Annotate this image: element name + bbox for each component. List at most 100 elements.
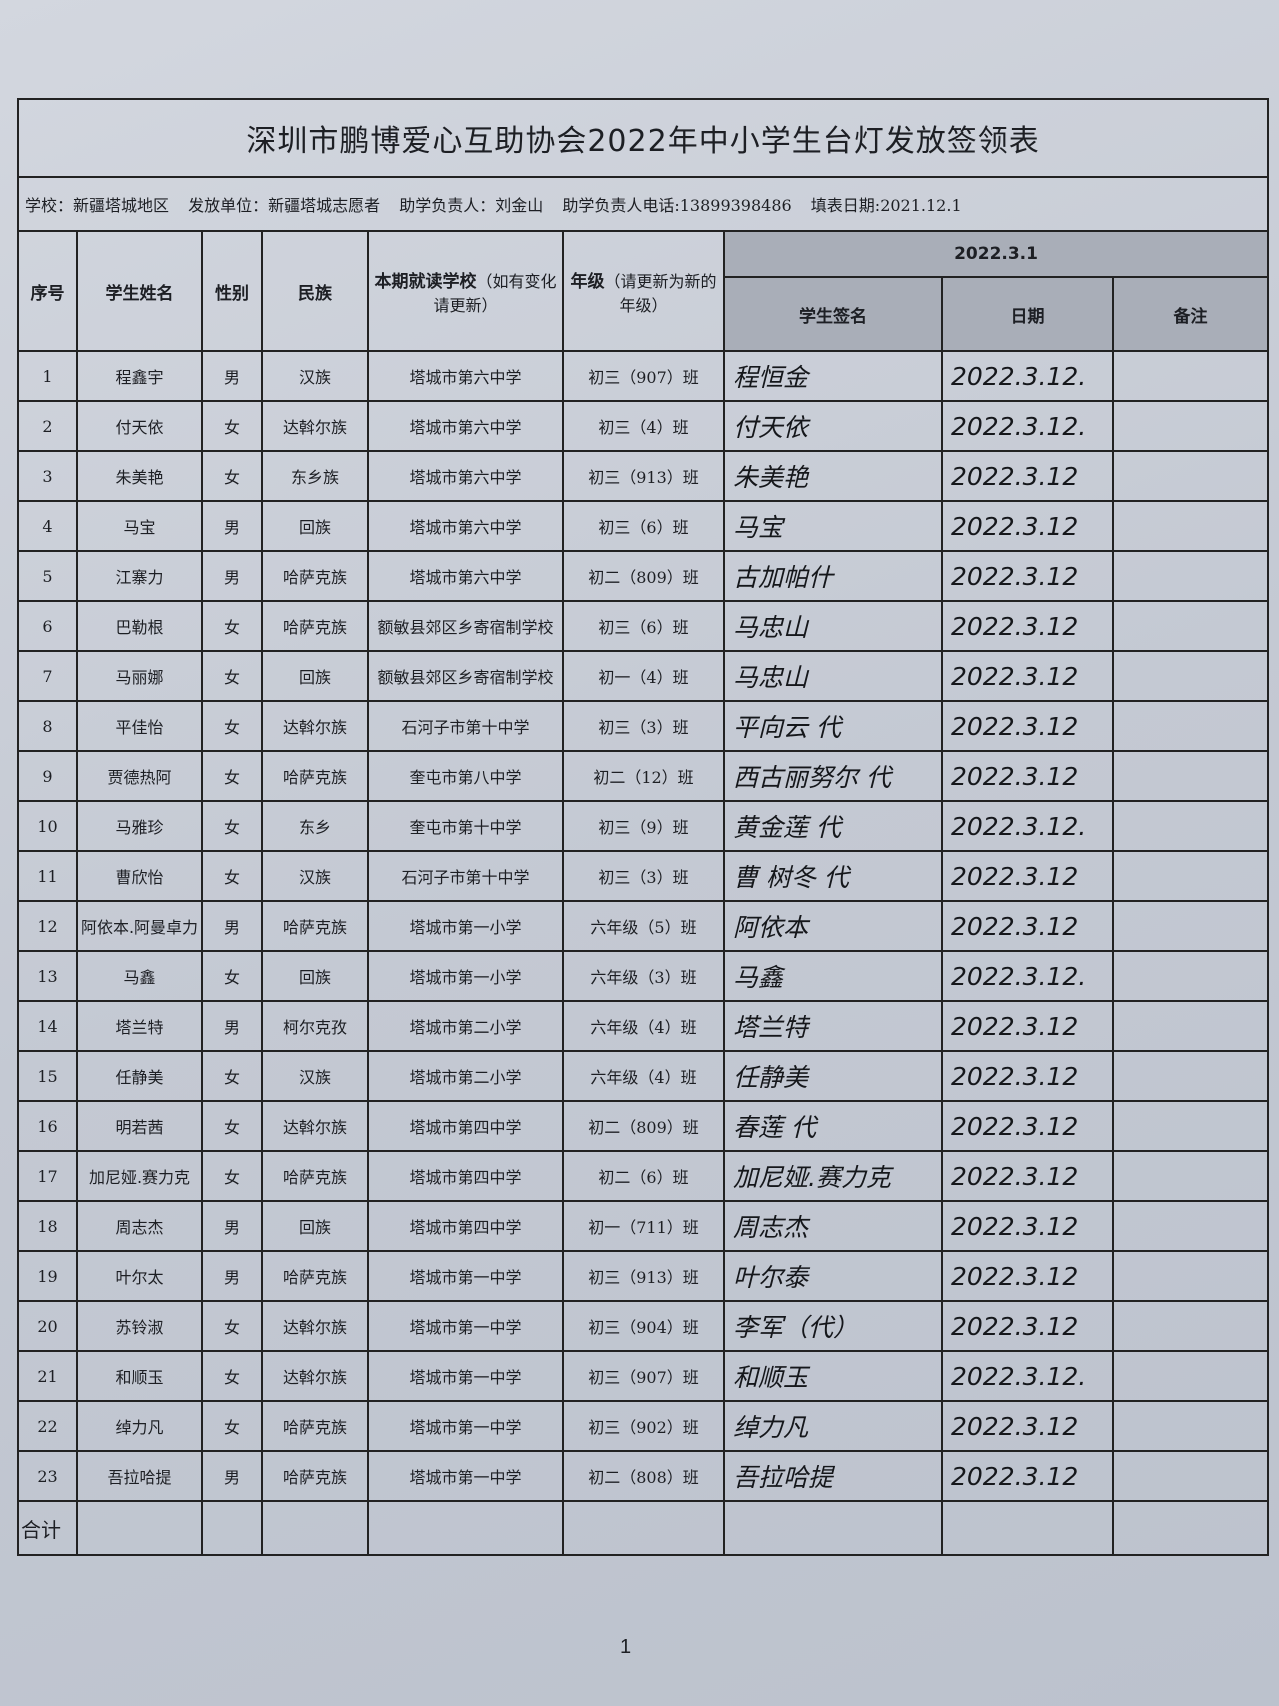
student-signature: 春莲 代 [723, 1100, 943, 1152]
ethnicity: 哈萨克族 [261, 1150, 369, 1202]
remark [1111, 600, 1270, 652]
sign-date: 2022.3.12. [941, 1350, 1114, 1402]
page-number: 1 [620, 1636, 632, 1658]
school: 塔城市第一小学 [367, 900, 564, 952]
student-signature: 叶尔泰 [723, 1250, 943, 1302]
header-ethnicity: 民族 [261, 230, 369, 352]
student-name: 吾拉哈提 [76, 1450, 203, 1502]
total-cell [1111, 1500, 1270, 1556]
row-number: 11 [17, 850, 78, 902]
grade: 初三（913）班 [562, 1250, 725, 1302]
student-name: 曹欣怡 [76, 850, 203, 902]
row-number: 10 [17, 800, 78, 852]
row-number: 14 [17, 1000, 78, 1052]
total-label: 合计 [17, 1500, 78, 1556]
total-cell [76, 1500, 203, 1556]
sign-date: 2022.3.12 [941, 600, 1114, 652]
student-signature: 付天依 [723, 400, 943, 452]
student-signature: 和顺玉 [723, 1350, 943, 1402]
school: 奎屯市第八中学 [367, 750, 564, 802]
school: 塔城市第一中学 [367, 1250, 564, 1302]
student-name: 马鑫 [76, 950, 203, 1002]
header-grade-label: 年级 [570, 271, 605, 292]
student-name: 绰力凡 [76, 1400, 203, 1452]
sign-date: 2022.3.12 [941, 500, 1114, 552]
header-no: 序号 [17, 230, 78, 352]
remark [1111, 1200, 1270, 1252]
student-signature: 阿依本 [723, 900, 943, 952]
student-signature: 马宝 [723, 500, 943, 552]
total-cell [941, 1500, 1114, 1556]
header-school-label: 本期就读学校 [374, 271, 477, 292]
header-date: 日期 [941, 276, 1114, 352]
remark [1111, 1250, 1270, 1302]
student-signature: 平向云 代 [723, 700, 943, 752]
gender: 女 [201, 400, 263, 452]
row-number: 18 [17, 1200, 78, 1252]
student-name: 江寨力 [76, 550, 203, 602]
table-row: 20 苏铃淑女达斡尔族 塔城市第一中学 初三（904）班 李军（代） 2022.3.12 [17, 1300, 1270, 1352]
sign-date: 2022.3.12. [941, 400, 1114, 452]
gender: 男 [201, 900, 263, 952]
grade: 初二（12）班 [562, 750, 725, 802]
distribution-table: 深圳市鹏博爱心互助协会2022年中小学生台灯发放签领表 学校：新疆塔城地区 发放… [16, 98, 1270, 1556]
grade: 初三（9）班 [562, 800, 725, 852]
gender: 男 [201, 350, 263, 402]
row-number: 12 [17, 900, 78, 952]
ethnicity: 哈萨克族 [261, 1400, 369, 1452]
table-row: 7 马丽娜女回族 额敏县郊区乡寄宿制学校 初一（4）班 马忠山 2022.3.12 [17, 650, 1270, 702]
remark [1111, 950, 1270, 1002]
row-number: 4 [17, 500, 78, 552]
row-number: 1 [17, 350, 78, 402]
row-number: 2 [17, 400, 78, 452]
row-number: 5 [17, 550, 78, 602]
sign-date: 2022.3.12 [941, 1150, 1114, 1202]
row-number: 15 [17, 1050, 78, 1102]
student-name: 明若茜 [76, 1100, 203, 1152]
remark [1111, 400, 1270, 452]
header-grade: 年级（请更新为新的年级） [562, 230, 725, 352]
remark [1111, 1100, 1270, 1152]
ethnicity: 汉族 [261, 850, 369, 902]
info-line: 学校：新疆塔城地区 发放单位：新疆塔城志愿者 助学负责人：刘金山 助学负责人电话… [16, 176, 1270, 232]
grade: 初二（809）班 [562, 550, 725, 602]
table-row: 22 绰力凡女哈萨克族 塔城市第一中学 初三（902）班 绰力凡 2022.3.12 [17, 1400, 1270, 1452]
sign-date: 2022.3.12 [941, 1000, 1114, 1052]
sign-date: 2022.3.12 [941, 1200, 1114, 1252]
row-number: 7 [17, 650, 78, 702]
row-number: 9 [17, 750, 78, 802]
gender: 女 [201, 600, 263, 652]
grade: 初三（3）班 [562, 700, 725, 752]
phone-info: 助学负责人电话:13899398486 [562, 196, 792, 215]
school: 塔城市第四中学 [367, 1200, 564, 1252]
student-signature: 任静美 [723, 1050, 943, 1102]
ethnicity: 哈萨克族 [261, 900, 369, 952]
table-row: 17 加尼娅.赛力克女哈萨克族 塔城市第四中学 初二（6）班 加尼娅.赛力克 2022.3… [17, 1150, 1270, 1202]
student-signature: 加尼娅.赛力克 [723, 1150, 943, 1202]
student-signature: 塔兰特 [723, 1000, 943, 1052]
total-cell [261, 1500, 369, 1556]
student-name: 塔兰特 [76, 1000, 203, 1052]
grade: 初三（913）班 [562, 450, 725, 502]
row-number: 16 [17, 1100, 78, 1152]
header-name: 学生姓名 [76, 230, 203, 352]
gender: 女 [201, 750, 263, 802]
gender: 女 [201, 650, 263, 702]
grade: 六年级（4）班 [562, 1050, 725, 1102]
ethnicity: 哈萨克族 [261, 600, 369, 652]
ethnicity: 东乡 [261, 800, 369, 852]
sign-date: 2022.3.12 [941, 700, 1114, 752]
manager-info: 助学负责人：刘金山 [399, 196, 544, 215]
student-name: 程鑫宇 [76, 350, 203, 402]
gender: 女 [201, 1350, 263, 1402]
student-signature: 曹 树冬 代 [723, 850, 943, 902]
header-signature: 学生签名 [723, 276, 943, 352]
row-number: 19 [17, 1250, 78, 1302]
row-number: 3 [17, 450, 78, 502]
gender: 女 [201, 800, 263, 852]
table-row: 10 马雅珍女东乡 奎屯市第十中学 初三（9）班 黄金莲 代 2022.3.12. [17, 800, 1270, 852]
row-number: 6 [17, 600, 78, 652]
grade: 六年级（3）班 [562, 950, 725, 1002]
ethnicity: 汉族 [261, 350, 369, 402]
student-name: 平佳怡 [76, 700, 203, 752]
